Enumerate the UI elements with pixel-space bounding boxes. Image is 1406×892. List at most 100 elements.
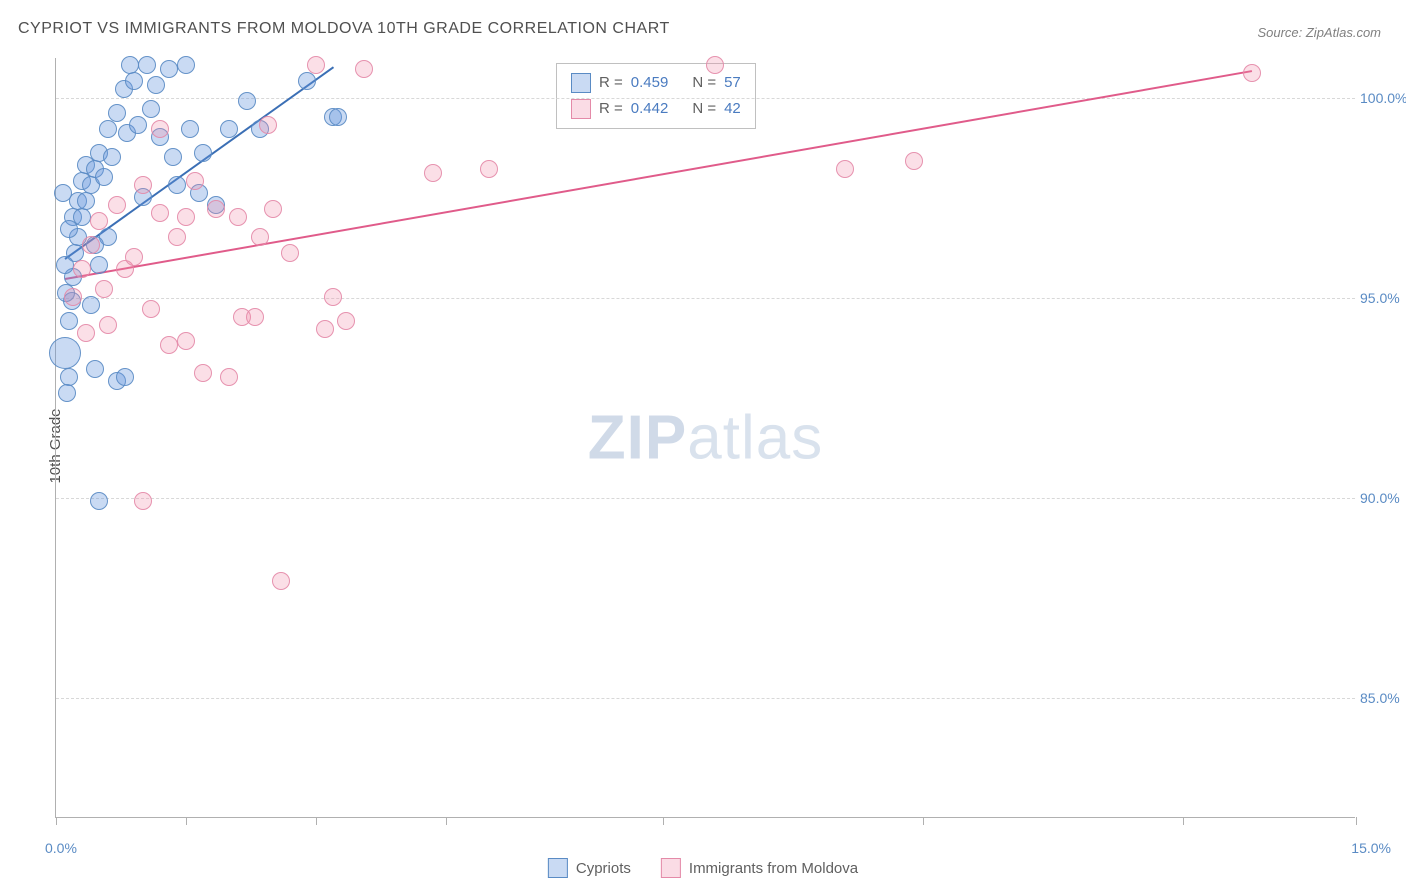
gridline-h — [56, 498, 1355, 499]
data-point — [355, 60, 373, 78]
data-point — [329, 108, 347, 126]
data-point — [49, 337, 81, 369]
x-tick — [446, 817, 447, 825]
data-point — [251, 228, 269, 246]
data-point — [90, 492, 108, 510]
data-point — [99, 120, 117, 138]
r-value: 0.459 — [631, 70, 669, 96]
gridline-h — [56, 698, 1355, 699]
x-tick-label: 15.0% — [1351, 840, 1391, 856]
data-point — [160, 336, 178, 354]
data-point — [480, 160, 498, 178]
data-point — [307, 56, 325, 74]
data-point — [95, 168, 113, 186]
data-point — [337, 312, 355, 330]
legend-item: Cypriots — [548, 858, 631, 878]
data-point — [281, 244, 299, 262]
data-point — [82, 236, 100, 254]
legend-label: Immigrants from Moldova — [689, 860, 858, 877]
data-point — [95, 280, 113, 298]
data-point — [194, 144, 212, 162]
data-point — [177, 208, 195, 226]
data-point — [298, 72, 316, 90]
legend-swatch — [571, 73, 591, 93]
data-point — [129, 116, 147, 134]
x-tick — [923, 817, 924, 825]
data-point — [116, 368, 134, 386]
y-tick-label: 85.0% — [1360, 690, 1406, 706]
data-point — [160, 60, 178, 78]
data-point — [58, 384, 76, 402]
data-point — [164, 148, 182, 166]
r-value: 0.442 — [631, 96, 669, 122]
data-point — [108, 196, 126, 214]
data-point — [246, 308, 264, 326]
n-value: 42 — [724, 96, 741, 122]
data-point — [324, 288, 342, 306]
x-tick — [56, 817, 57, 825]
data-point — [168, 228, 186, 246]
watermark-zip: ZIP — [588, 403, 687, 472]
series-legend: Cypriots Immigrants from Moldova — [548, 858, 858, 878]
data-point — [194, 364, 212, 382]
data-point — [73, 260, 91, 278]
data-point — [706, 56, 724, 74]
x-tick — [316, 817, 317, 825]
legend-label: Cypriots — [576, 860, 631, 877]
data-point — [90, 256, 108, 274]
y-tick-label: 95.0% — [1360, 290, 1406, 306]
legend-swatch — [571, 99, 591, 119]
data-point — [168, 176, 186, 194]
y-tick-label: 100.0% — [1360, 90, 1406, 106]
data-point — [207, 200, 225, 218]
legend-swatch — [661, 858, 681, 878]
data-point — [77, 192, 95, 210]
data-point — [54, 184, 72, 202]
data-point — [220, 368, 238, 386]
data-point — [186, 172, 204, 190]
legend-item: Immigrants from Moldova — [661, 858, 858, 878]
y-tick-label: 90.0% — [1360, 490, 1406, 506]
x-tick-label: 0.0% — [45, 840, 77, 856]
data-point — [316, 320, 334, 338]
data-point — [229, 208, 247, 226]
data-point — [134, 176, 152, 194]
n-label: N = — [692, 96, 716, 122]
data-point — [103, 148, 121, 166]
data-point — [177, 332, 195, 350]
data-point — [142, 100, 160, 118]
data-point — [138, 56, 156, 74]
data-point — [82, 296, 100, 314]
data-point — [264, 200, 282, 218]
stats-row: R =0.442N =42 — [571, 96, 741, 122]
data-point — [86, 360, 104, 378]
chart-title: CYPRIOT VS IMMIGRANTS FROM MOLDOVA 10TH … — [18, 20, 670, 38]
watermark: ZIPatlas — [588, 402, 823, 473]
data-point — [56, 256, 74, 274]
r-label: R = — [599, 70, 623, 96]
data-point — [60, 220, 78, 238]
data-point — [99, 316, 117, 334]
data-point — [125, 72, 143, 90]
data-point — [905, 152, 923, 170]
plot-area: ZIPatlas R =0.459N =57R =0.442N =42 85.0… — [55, 58, 1355, 818]
x-tick — [1356, 817, 1357, 825]
x-tick — [663, 817, 664, 825]
data-point — [108, 104, 126, 122]
watermark-atlas: atlas — [687, 403, 823, 472]
data-point — [151, 204, 169, 222]
data-point — [836, 160, 854, 178]
data-point — [272, 572, 290, 590]
data-point — [424, 164, 442, 182]
data-point — [77, 324, 95, 342]
gridline-h — [56, 298, 1355, 299]
data-point — [151, 120, 169, 138]
x-tick — [1183, 817, 1184, 825]
source-attribution: Source: ZipAtlas.com — [1257, 25, 1381, 40]
n-value: 57 — [724, 70, 741, 96]
legend-swatch — [548, 858, 568, 878]
data-point — [64, 288, 82, 306]
x-tick — [186, 817, 187, 825]
data-point — [259, 116, 277, 134]
data-point — [220, 120, 238, 138]
